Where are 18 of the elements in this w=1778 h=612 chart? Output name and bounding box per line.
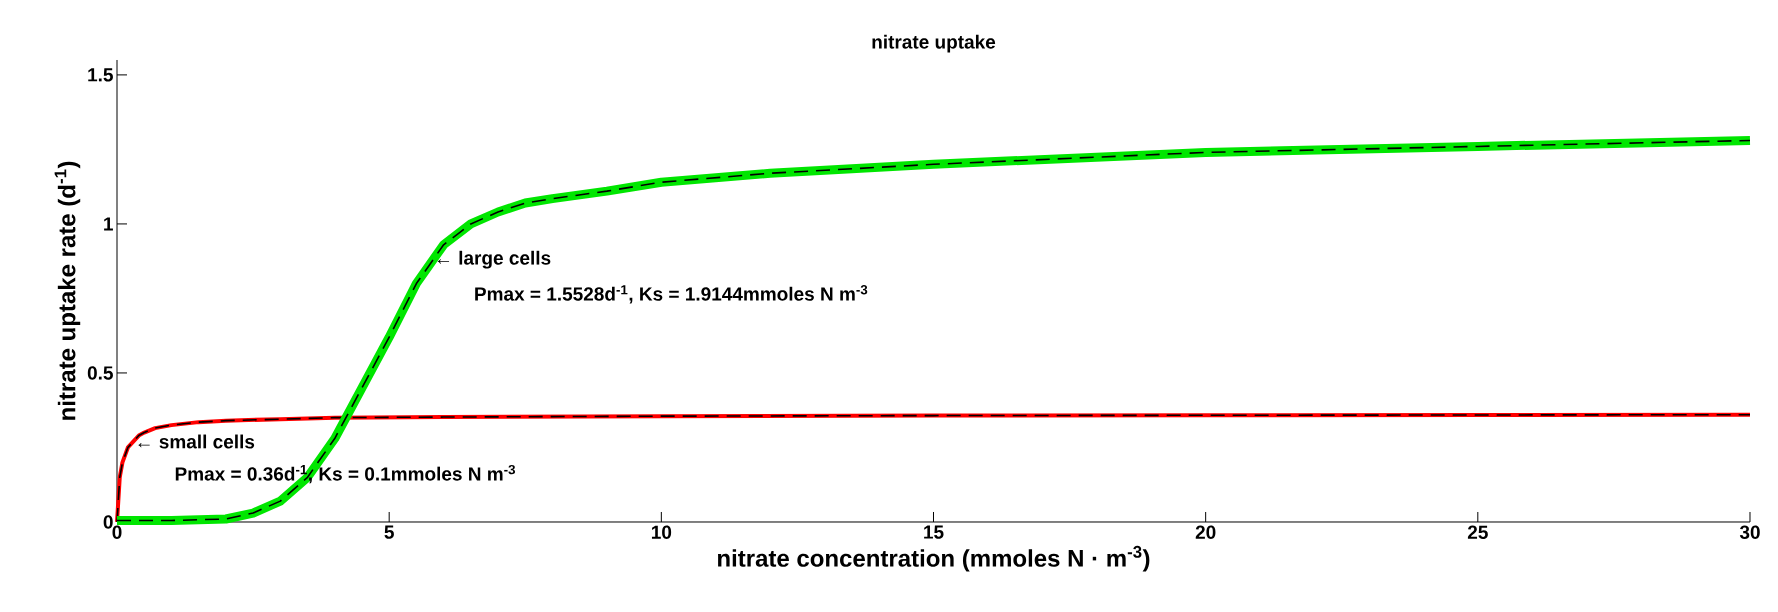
x-axis-title: nitrate concentration (mmoles N · m$^{-3}$) (718, 545, 1150, 572)
x-tick-label: 5 (384, 525, 394, 539)
x-tick-label: 10 (651, 525, 672, 539)
y-tick-label: 0 (103, 515, 113, 529)
x-tick-label: 15 (924, 525, 944, 539)
x-tick-label: 30 (1739, 525, 1760, 539)
y-axis-title: nitrate uptake rate (d$^{-1}$) (54, 161, 81, 420)
chart-title: nitrate uptake (872, 34, 996, 53)
y-tick-label: 1 (104, 217, 113, 231)
annotation: Pmax = 1.5528d$^{-1}$, Ks = 1.9144mmoles N m$^{-3}$ (475, 284, 868, 304)
annotation: Pmax = 0.36d$^{-1}$, Ks = 0.1mmoles N m$^{-3}$ (175, 464, 516, 484)
y-tick-label: 0.5 (87, 366, 113, 380)
x-tick-label: 0 (112, 525, 122, 539)
x-tick-label: 25 (1467, 525, 1488, 539)
annotation: ← small cells (138, 434, 255, 449)
y-tick-label: 1.5 (88, 68, 113, 82)
annotation: ← large cells (437, 250, 551, 269)
x-tick-label: 20 (1195, 525, 1216, 539)
